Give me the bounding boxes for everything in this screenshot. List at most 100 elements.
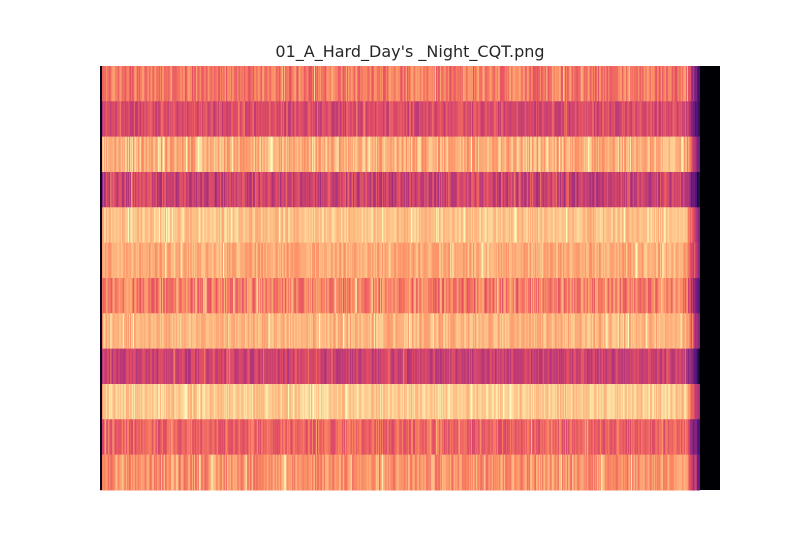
heatmap-cell: [443, 136, 445, 173]
heatmap-cell: [453, 278, 456, 314]
heatmap-cell: [291, 101, 293, 138]
heatmap-cell: [426, 278, 429, 314]
heatmap-cell: [433, 278, 436, 314]
heatmap-cell: [477, 66, 479, 102]
heatmap-cell: [310, 278, 313, 314]
heatmap-cell: [477, 172, 479, 208]
heatmap-cell: [102, 136, 104, 173]
heatmap-cell: [106, 242, 108, 279]
heatmap-cell: [532, 207, 535, 244]
heatmap-cell: [579, 207, 582, 244]
heatmap-cell: [349, 66, 351, 102]
heatmap-cell: [548, 101, 551, 138]
heatmap-cell: [152, 101, 155, 138]
heatmap-cell: [623, 101, 626, 138]
heatmap-cell: [567, 66, 569, 102]
heatmap-cell: [148, 278, 151, 314]
heatmap-cell: [118, 242, 121, 279]
heatmap-cell: [117, 136, 120, 173]
heatmap-cell: [610, 313, 613, 350]
heatmap-cell: [168, 66, 170, 102]
heatmap-cell: [299, 207, 302, 244]
heatmap-cell: [507, 278, 509, 314]
heatmap-cell: [697, 242, 699, 279]
heatmap-row: [100, 66, 700, 102]
heatmap-cell: [157, 101, 160, 138]
heatmap-cell: [515, 66, 518, 102]
heatmap-cell: [644, 66, 647, 102]
heatmap-cell: [569, 207, 571, 244]
heatmap-cell: [640, 242, 643, 279]
heatmap-cell: [576, 136, 578, 173]
heatmap-cell: [243, 348, 246, 385]
heatmap-cell: [338, 207, 341, 244]
heatmap-cell: [588, 101, 591, 138]
heatmap-cell: [563, 242, 566, 279]
heatmap-cell: [146, 207, 149, 244]
heatmap-cell: [119, 172, 122, 208]
heatmap-cell: [335, 66, 338, 102]
heatmap-cell: [635, 101, 637, 138]
heatmap-cell: [403, 313, 406, 350]
heatmap-cell: [497, 242, 500, 279]
heatmap-cell: [586, 313, 589, 350]
heatmap-cell: [260, 172, 262, 208]
heatmap-cell: [265, 172, 267, 208]
heatmap-cell: [122, 242, 125, 279]
heatmap-cell: [135, 242, 137, 279]
heatmap-cell: [658, 313, 660, 350]
heatmap-cell: [461, 101, 464, 138]
heatmap-cell: [281, 101, 284, 138]
heatmap-cell: [684, 172, 687, 208]
heatmap-cell: [209, 242, 212, 279]
heatmap-cell: [512, 172, 514, 208]
heatmap-cell: [565, 313, 567, 350]
heatmap-cell: [193, 348, 195, 385]
heatmap-cell: [229, 172, 231, 208]
heatmap-cell: [391, 136, 394, 173]
heatmap-cell: [366, 172, 369, 208]
heatmap-cell: [332, 278, 335, 314]
heatmap-cell: [167, 207, 169, 244]
heatmap-cell: [162, 172, 164, 208]
heatmap-cell: [638, 313, 640, 350]
heatmap-cell: [481, 66, 483, 102]
heatmap-cell: [646, 66, 649, 102]
heatmap-cell: [262, 313, 264, 350]
heatmap-cell: [298, 242, 301, 279]
heatmap-cell: [434, 278, 437, 314]
heatmap-cell: [528, 313, 531, 350]
heatmap-cell: [612, 313, 615, 350]
heatmap-cell: [317, 348, 319, 385]
heatmap-cell: [232, 66, 234, 102]
heatmap-cell: [221, 66, 224, 102]
heatmap-cell: [563, 207, 566, 244]
heatmap-cell: [336, 207, 339, 244]
heatmap-cell: [517, 242, 520, 279]
heatmap-cell: [276, 348, 279, 385]
heatmap-cell: [666, 313, 668, 350]
heatmap-cell: [243, 242, 246, 279]
heatmap-cell: [307, 136, 310, 173]
heatmap-cell: [587, 278, 590, 314]
heatmap-cell: [111, 348, 113, 385]
heatmap-cell: [423, 101, 426, 138]
heatmap-cell: [453, 172, 456, 208]
heatmap-cell: [149, 172, 152, 208]
heatmap-cell: [182, 348, 185, 385]
heatmap-cell: [602, 66, 604, 102]
heatmap-cell: [303, 136, 306, 173]
heatmap-cell: [442, 278, 444, 314]
heatmap-cell: [384, 348, 386, 385]
heatmap-cell: [364, 172, 367, 208]
heatmap-cell: [561, 101, 564, 138]
heatmap-cell: [373, 313, 376, 350]
heatmap-cell: [663, 207, 665, 244]
heatmap-cell: [121, 313, 124, 350]
heatmap-cell: [441, 313, 443, 350]
heatmap-cell: [117, 278, 120, 314]
heatmap-cell: [380, 207, 382, 244]
heatmap-cell: [186, 207, 189, 244]
heatmap-cell: [383, 348, 385, 385]
heatmap-cell: [354, 207, 356, 244]
